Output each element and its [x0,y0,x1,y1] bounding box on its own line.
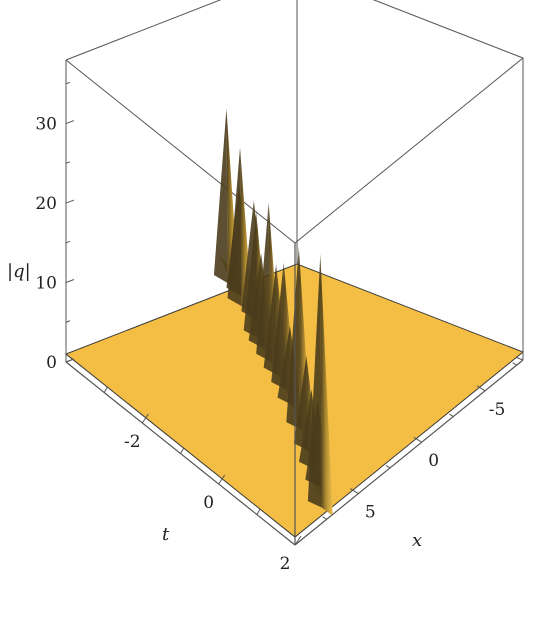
x-tick-mark [413,436,422,443]
box-edge-top [372,0,524,59]
z-minor-tick [65,161,71,164]
t-axis-label: t [162,524,170,545]
z-minor-tick [65,240,71,244]
t-tick-label: 2 [280,554,291,574]
x-tick-mark [350,488,359,495]
t-tick-mark [218,474,226,485]
t-tick-label: 0 [203,493,214,513]
box-edge-top [65,0,222,61]
surface-peak-3 [227,147,242,307]
x-minor-tick [512,362,517,366]
x-minor-tick [385,464,391,469]
surface-peak-9 [271,262,285,390]
z-minor-tick [65,320,71,323]
surface-peak-7 [256,202,270,362]
z-tick-mark [65,279,75,283]
x-minor-tick [449,413,454,417]
axis-ticks: 0 10 20 30 -2 0 2 -5 0 5 [35,81,517,574]
z-tick-mark [65,199,75,204]
x-axis-label: x [412,530,422,551]
surface-peak-15 [307,254,322,508]
t-minor-tick [180,448,184,454]
z-tick-mark [65,120,75,125]
surface-peak-15-lit [320,254,333,516]
t-tick-mark [294,535,302,546]
x-minor-tick [322,516,327,520]
box-edge-top [65,59,296,244]
t-minor-tick [256,509,261,515]
z-tick-mark [65,358,75,363]
z-tick-label: 0 [46,353,57,373]
x-tick-mark [476,385,486,392]
x-tick-label: 0 [428,451,439,471]
surface-peak-12 [293,355,308,451]
x-tick-label: -5 [489,400,506,420]
surface-peak-10 [277,325,292,405]
x-tick-label: 5 [365,503,376,523]
z-minor-tick [65,81,71,85]
t-tick-mark [141,413,149,424]
t-tick-label: -2 [124,432,141,452]
surface-peak-3-lit [240,147,253,315]
surface-peak-1-lit [226,108,239,293]
surface-peak-13 [298,389,313,469]
surface-peak-1 [213,108,228,284]
z-tick-label: 30 [35,115,57,135]
bounding-box-front [65,58,524,546]
box-edge-top [294,57,524,244]
z-tick-label: 20 [35,194,57,214]
z-tick-label: 10 [35,274,57,294]
t-minor-tick [103,387,108,393]
surface-peak-11 [286,247,301,429]
z-axis-label: |q| [7,261,31,282]
surface-peak-8 [263,264,278,375]
